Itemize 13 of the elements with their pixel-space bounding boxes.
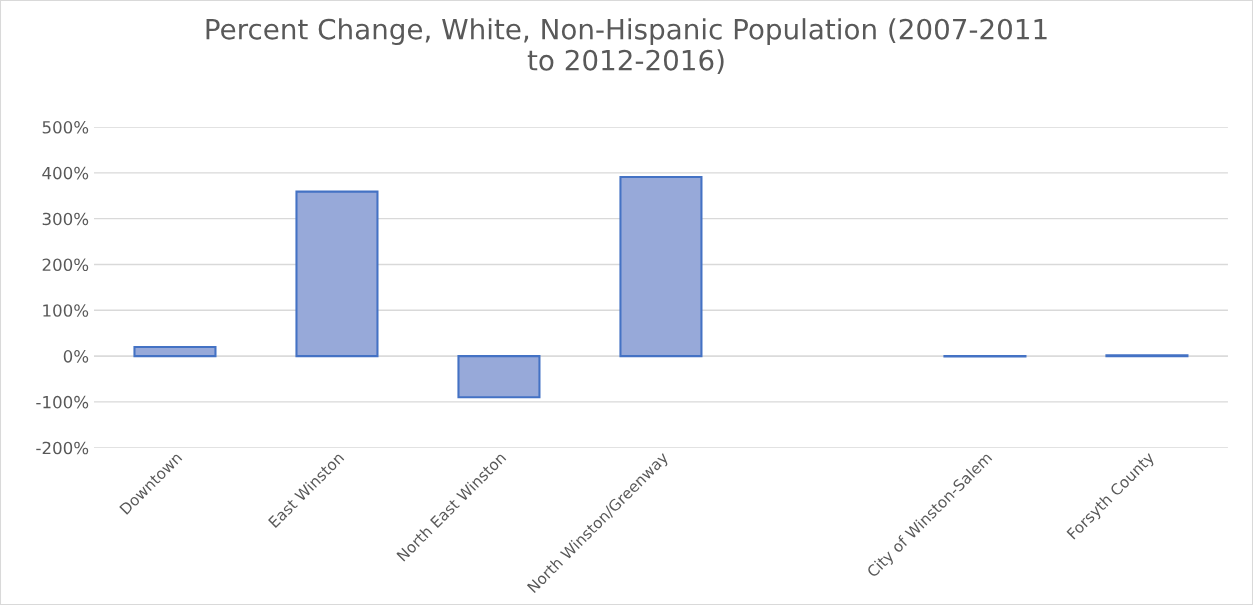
y-tick-label: 500% (42, 121, 89, 134)
chart-title: Percent Change, White, Non-Hispanic Population (2007-2011 to 2012-2016) (206, 18, 1047, 75)
bar (619, 175, 703, 358)
bar (133, 345, 217, 358)
y-tick-label: 400% (42, 166, 89, 180)
y-tick-label: -100% (36, 395, 89, 409)
y-tick-label: 0% (63, 350, 89, 363)
y-tick-label: -200% (36, 441, 89, 455)
y-tick-label: 200% (42, 258, 89, 272)
y-tick-label: 100% (43, 304, 89, 317)
bar (295, 190, 379, 358)
bar (457, 355, 541, 399)
y-tick-label: 300% (42, 212, 89, 226)
